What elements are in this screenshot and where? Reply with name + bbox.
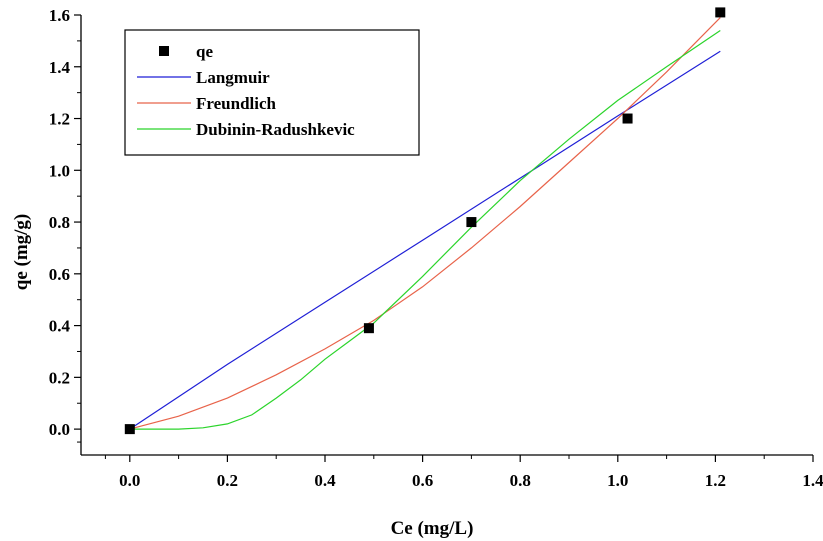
series-line-langmuir [129, 50, 721, 430]
data-point [363, 323, 374, 334]
series-layer [124, 7, 726, 435]
y-tick-label: 0.2 [49, 368, 70, 387]
x-tick-label: 0.2 [217, 471, 238, 490]
x-tick-label: 0.6 [412, 471, 433, 490]
y-tick-label: 1.0 [49, 161, 70, 180]
y-tick-label: 1.6 [49, 6, 70, 25]
series-line-freundlich [129, 17, 721, 430]
data-point [715, 7, 726, 18]
axes: 0.0 0.2 0.4 0.6 0.8 1.0 1.2 1.4 0.0 0.2 0.4 0.6 0.8 1… [49, 6, 823, 490]
x-tick-label: 1.0 [607, 471, 628, 490]
data-point [466, 217, 477, 228]
series-line-dubinin-radushkevic [129, 30, 721, 430]
x-tick-label: 0.0 [119, 471, 140, 490]
y-axis-title: qe (mg/g) [11, 214, 32, 291]
x-tick-label: 0.8 [510, 471, 531, 490]
y-tick-label: 0.6 [49, 265, 70, 284]
x-tick-label: 0.4 [314, 471, 336, 490]
legend-label: Freundlich [196, 94, 277, 113]
legend-label: qe [196, 42, 213, 61]
data-point [622, 113, 633, 124]
y-tick-label: 0.8 [49, 213, 70, 232]
x-tick-label: 1.2 [705, 471, 726, 490]
y-tick-label: 0.0 [49, 420, 70, 439]
data-point [124, 424, 135, 435]
legend-label: Dubinin-Radushkevic [196, 120, 355, 139]
legend-swatch-marker [159, 46, 169, 56]
x-tick-label: 1.4 [802, 471, 823, 490]
legend-label: Langmuir [196, 68, 270, 87]
legend-box [124, 29, 420, 156]
legend: qe Langmuir Freundlich Dubinin-Radushkevic [124, 29, 420, 156]
y-tick-label: 1.2 [49, 110, 70, 129]
y-tick-label: 0.4 [49, 317, 71, 336]
y-tick-label: 1.4 [49, 58, 71, 77]
x-axis-title: Ce (mg/L) [391, 518, 474, 539]
